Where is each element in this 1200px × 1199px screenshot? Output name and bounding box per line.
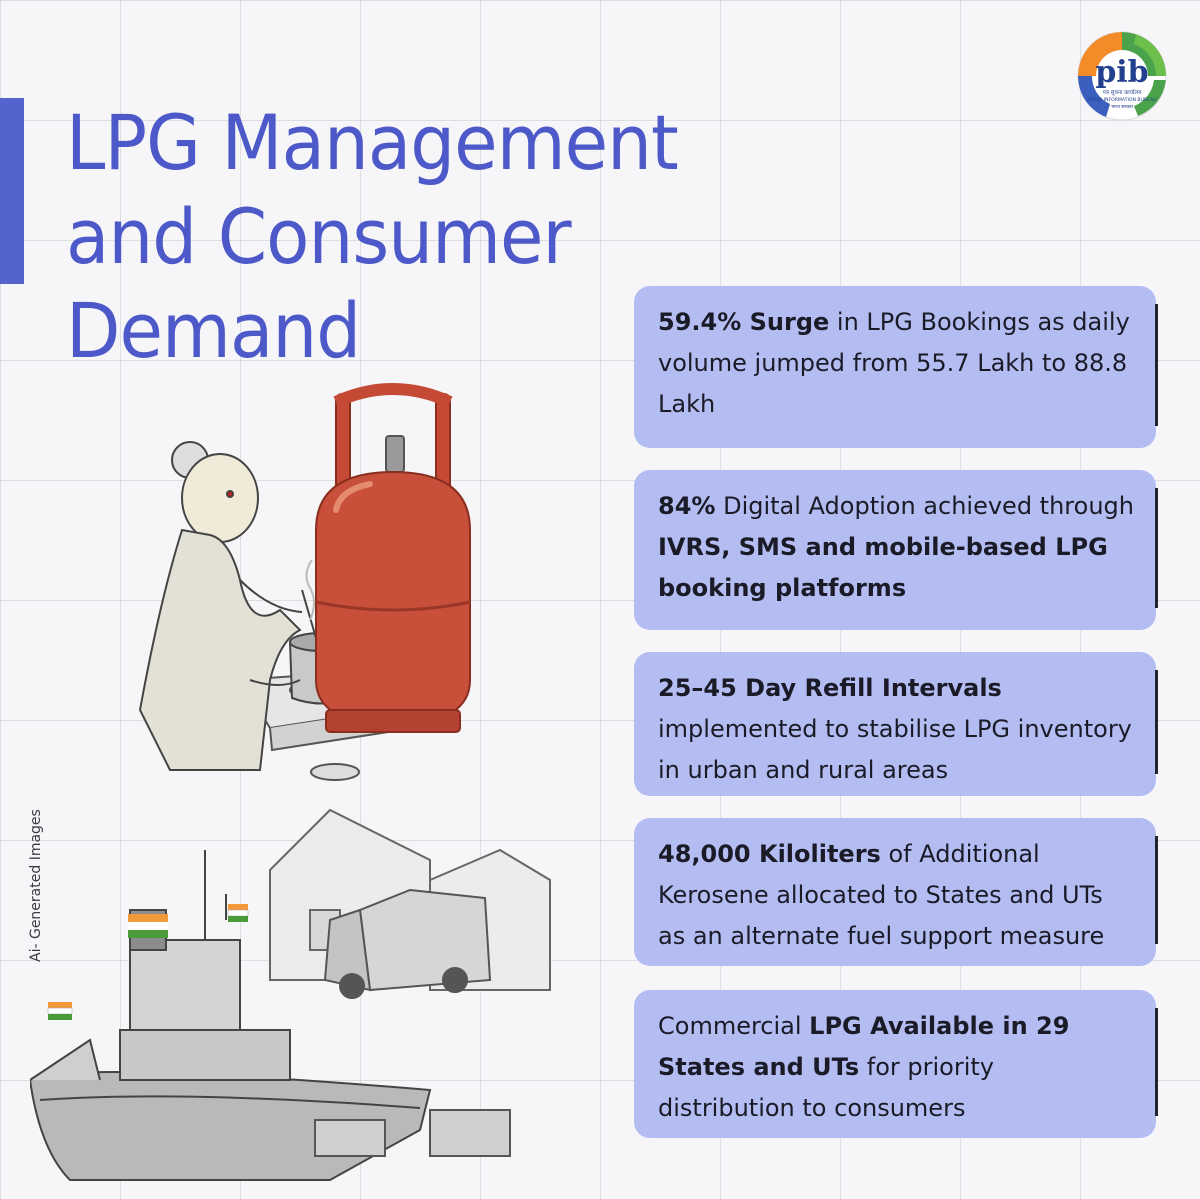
stat-card-bookings: 59.4% Surge in LPG Bookings as daily vol… — [634, 286, 1158, 448]
stat-highlight-2: IVRS, SMS and mobile-based LPG booking p… — [658, 533, 1108, 602]
stat-card-refill: 25–45 Day Refill Intervals implemented t… — [634, 652, 1158, 796]
stat-card-commercial: Commercial LPG Available in 29 States an… — [634, 990, 1158, 1138]
title-line-3: Demand — [66, 286, 361, 375]
title-line-1: LPG Management — [66, 98, 679, 187]
title-line-2: and Consumer — [66, 192, 572, 281]
stat-highlight: 84% — [658, 492, 716, 520]
stat-card-digital: 84% Digital Adoption achieved through IV… — [634, 470, 1158, 630]
logo-caption-english: PRESS INFORMATION BUREAU — [1088, 97, 1157, 103]
truck-sketch — [323, 888, 492, 999]
stat-card-kerosene: 48,000 Kiloliters of Additional Kerosene… — [634, 818, 1158, 966]
logo-caption-hindi: पत्र सूचना कार्यालय — [1103, 89, 1142, 96]
lpg-cylinder-icon — [315, 383, 471, 733]
pib-logo: pib पत्र सूचना कार्यालय PRESS INFORMATIO… — [1077, 31, 1167, 121]
accent-bar — [0, 98, 24, 284]
stat-text-2: for priority distribution to consumers — [658, 1053, 994, 1122]
page-title: LPG Management and Consumer Demand — [66, 96, 679, 378]
stat-text: Digital Adoption achieved through — [715, 492, 1134, 520]
stat-text: in LPG Bookings as daily volume jumped f… — [658, 308, 1130, 418]
cargo-trucks-sketch — [314, 1109, 511, 1157]
woman-sketch — [138, 441, 303, 771]
stat-text: Commercial — [658, 1012, 810, 1040]
indian-flag-icon — [47, 904, 249, 1020]
stat-text: implemented to stabilise LPG inventory i… — [658, 715, 1132, 784]
shipping-illustration — [30, 808, 551, 1181]
logo-text: pib — [1095, 55, 1148, 90]
logo-caption-country: भारत सरकार — [1111, 105, 1133, 110]
stat-highlight: LPG Available in 29 States and UTs — [658, 1012, 1070, 1081]
stat-highlight: 25–45 Day Refill Intervals — [658, 674, 1002, 702]
stat-highlight: 48,000 Kiloliters — [658, 840, 881, 868]
stat-text: of Additional Kerosene allocated to Stat… — [658, 840, 1105, 950]
stat-highlight: 59.4% Surge — [658, 308, 830, 336]
cooking-illustration — [138, 383, 471, 781]
